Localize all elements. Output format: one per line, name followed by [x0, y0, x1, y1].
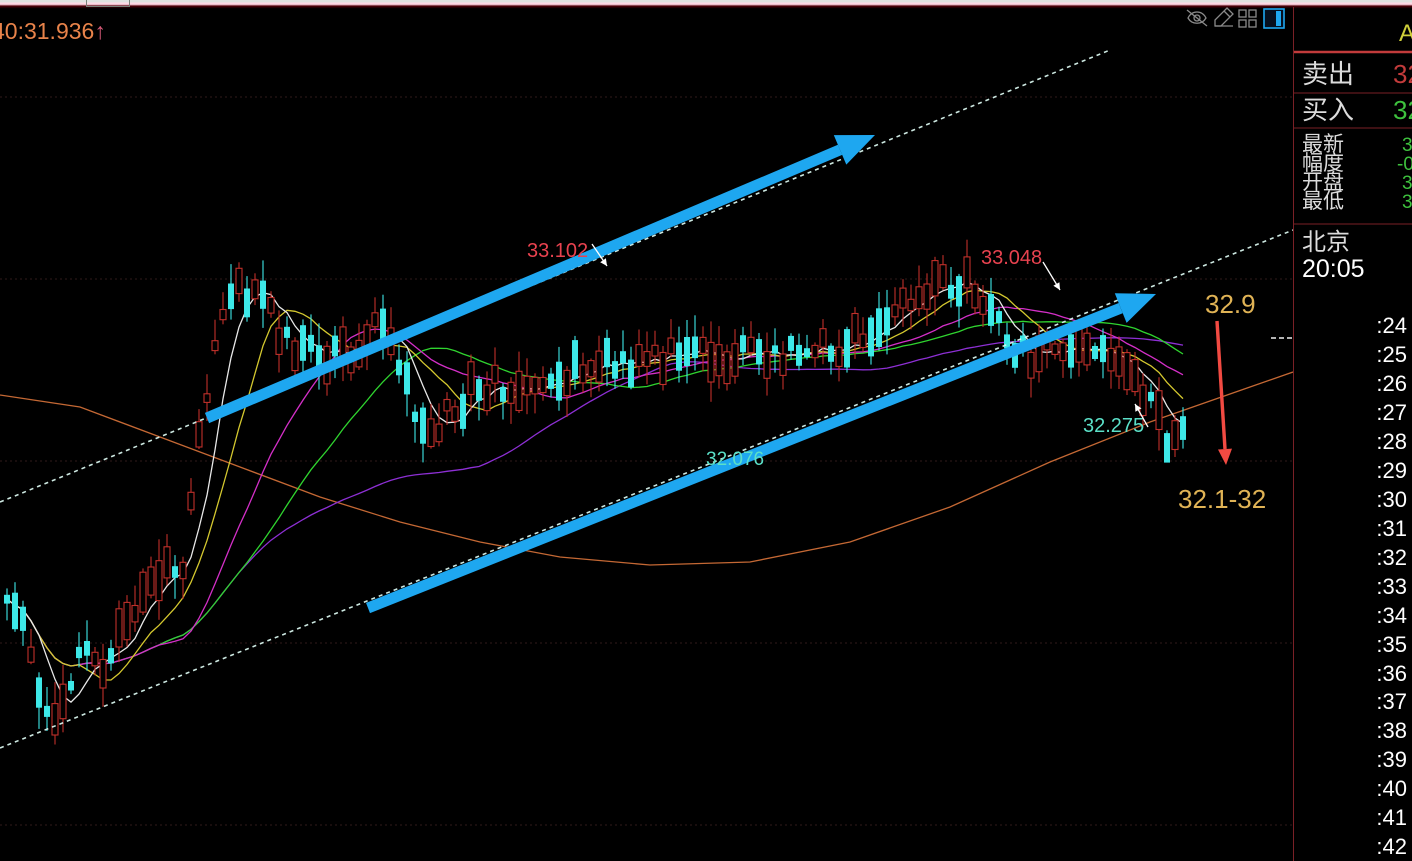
svg-text:32.1-32: 32.1-32 [1178, 484, 1266, 514]
svg-text:32.9: 32.9 [1205, 289, 1256, 319]
svg-text:32.076: 32.076 [706, 449, 764, 470]
svg-text:32.275: 32.275 [1083, 415, 1144, 437]
svg-text:33.102: 33.102 [527, 240, 588, 262]
svg-text:33.048: 33.048 [981, 247, 1042, 269]
